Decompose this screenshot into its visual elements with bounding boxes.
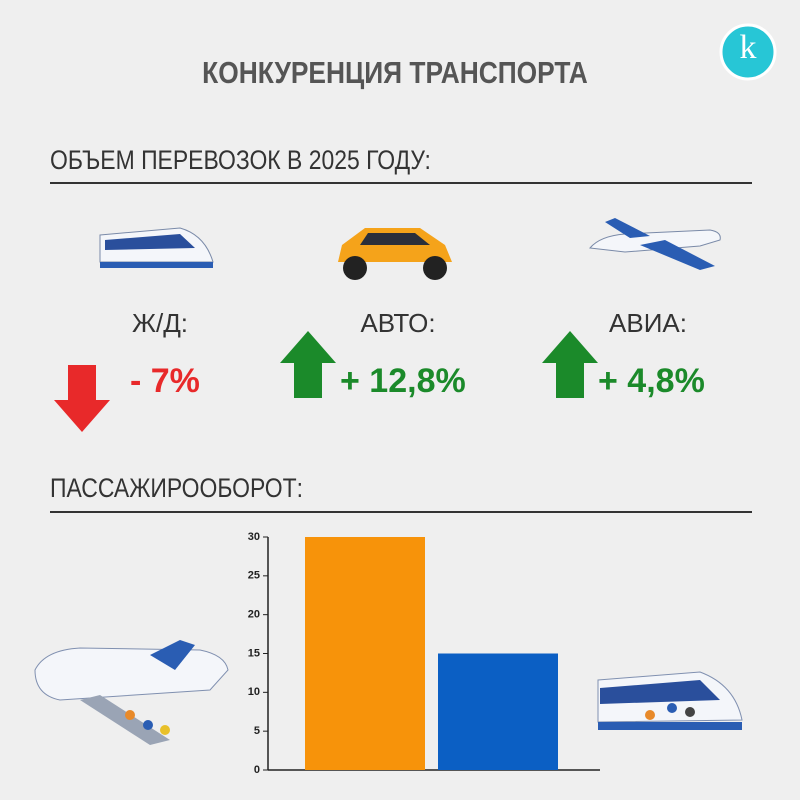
y-tick-label: 5 [254,725,260,737]
y-tick-label: 30 [248,531,260,543]
change-value: + 12,8% [340,362,466,400]
bar [438,653,558,770]
bar [305,537,425,770]
change-arrow [54,365,110,432]
change-arrow [280,331,336,398]
title: КОНКУРЕНЦИЯ ТРАНСПОРТА [202,56,588,90]
plane-illustration [34,640,229,745]
item-label: АВИА: [609,308,687,338]
car-icon [338,228,452,280]
y-tick-label: 15 [248,647,260,659]
logo-text: k [740,29,757,66]
change-arrow [542,331,598,398]
y-tick-label: 25 [248,570,260,582]
section-heading: ОБЪЕМ ПЕРЕВОЗОК В 2025 ГОДУ: [50,145,431,175]
train-illustration [597,671,743,730]
logo [719,23,777,81]
y-tick-label: 20 [248,609,260,621]
change-value: - 7% [130,362,200,400]
y-tick-label: 0 [254,764,260,776]
item-label: Ж/Д: [132,308,188,338]
item-label: АВТО: [360,308,435,338]
plane-icon [589,218,721,270]
train-icon [99,227,214,268]
y-tick-label: 10 [248,686,260,698]
change-value: + 4,8% [598,362,705,400]
section-heading: ПАССАЖИРООБОРОТ: [50,473,303,503]
